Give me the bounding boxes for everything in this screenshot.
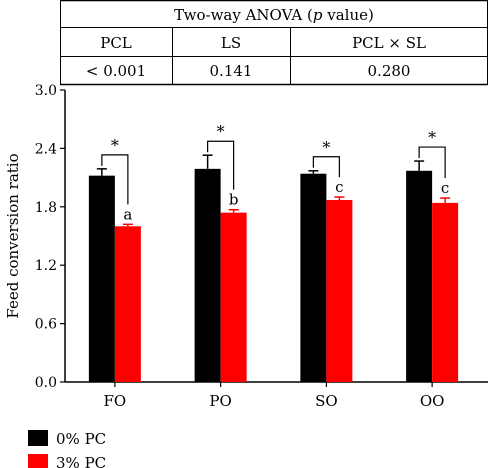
- y-tick-label: 1.8: [35, 200, 57, 216]
- y-tick-label: 0.6: [35, 317, 57, 333]
- significance-star: *: [217, 122, 225, 141]
- x-tick-label: SO: [315, 392, 338, 410]
- table-value-ls: 0.141: [210, 62, 253, 80]
- group-letter-label: a: [123, 205, 132, 223]
- legend: 0% PC 3% PC: [28, 430, 106, 468]
- group-letter-label: b: [229, 191, 239, 209]
- bars: a * b * c * c *: [88, 122, 459, 382]
- legend-swatch: [28, 454, 48, 468]
- bar-3pc: [114, 226, 141, 382]
- bar-0pc: [88, 175, 115, 382]
- anova-table: Two-way ANOVA (p value) PCL LS PCL × SL …: [60, 0, 488, 86]
- significance-star: *: [428, 128, 436, 147]
- group-letter-label: c: [335, 178, 343, 196]
- table-value-pcl: < 0.001: [86, 62, 146, 80]
- significance-bracket: [418, 146, 446, 179]
- axes: 0.0 0.6 1.2 1.8 2.4 3.0 FO PO SO OO: [35, 83, 488, 410]
- y-tick-label: 0.0: [35, 375, 57, 391]
- significance-bracket: [312, 156, 340, 178]
- bar-3pc: [326, 199, 353, 382]
- group-letter-label: c: [441, 179, 449, 197]
- x-tick-label: PO: [209, 392, 231, 410]
- table-title: Two-way ANOVA (p value): [174, 6, 374, 24]
- legend-label: 3% PC: [56, 454, 106, 468]
- legend-swatch: [28, 430, 48, 446]
- significance-star: *: [111, 136, 119, 155]
- bar-0pc: [194, 168, 221, 382]
- x-tick-label: FO: [104, 392, 127, 410]
- bar-0pc: [406, 170, 433, 382]
- y-tick-label: 3.0: [35, 83, 57, 99]
- y-tick-label: 1.2: [35, 258, 57, 274]
- significance-bracket: [101, 154, 129, 205]
- table-header-pcl: PCL: [100, 34, 132, 52]
- bar-3pc: [220, 212, 247, 382]
- significance-bracket: [207, 140, 235, 190]
- bar-3pc: [432, 202, 459, 382]
- table-header-pcl-x-sl: PCL × SL: [352, 34, 426, 52]
- y-tick-label: 2.4: [35, 141, 57, 157]
- table-value-pcl-x-sl: 0.280: [368, 62, 411, 80]
- x-tick-label: OO: [420, 392, 445, 410]
- y-axis-label: Feed conversion ratio: [4, 153, 22, 318]
- legend-label: 0% PC: [56, 430, 106, 448]
- significance-star: *: [322, 138, 330, 157]
- bar-0pc: [300, 173, 327, 382]
- table-header-ls: LS: [221, 34, 241, 52]
